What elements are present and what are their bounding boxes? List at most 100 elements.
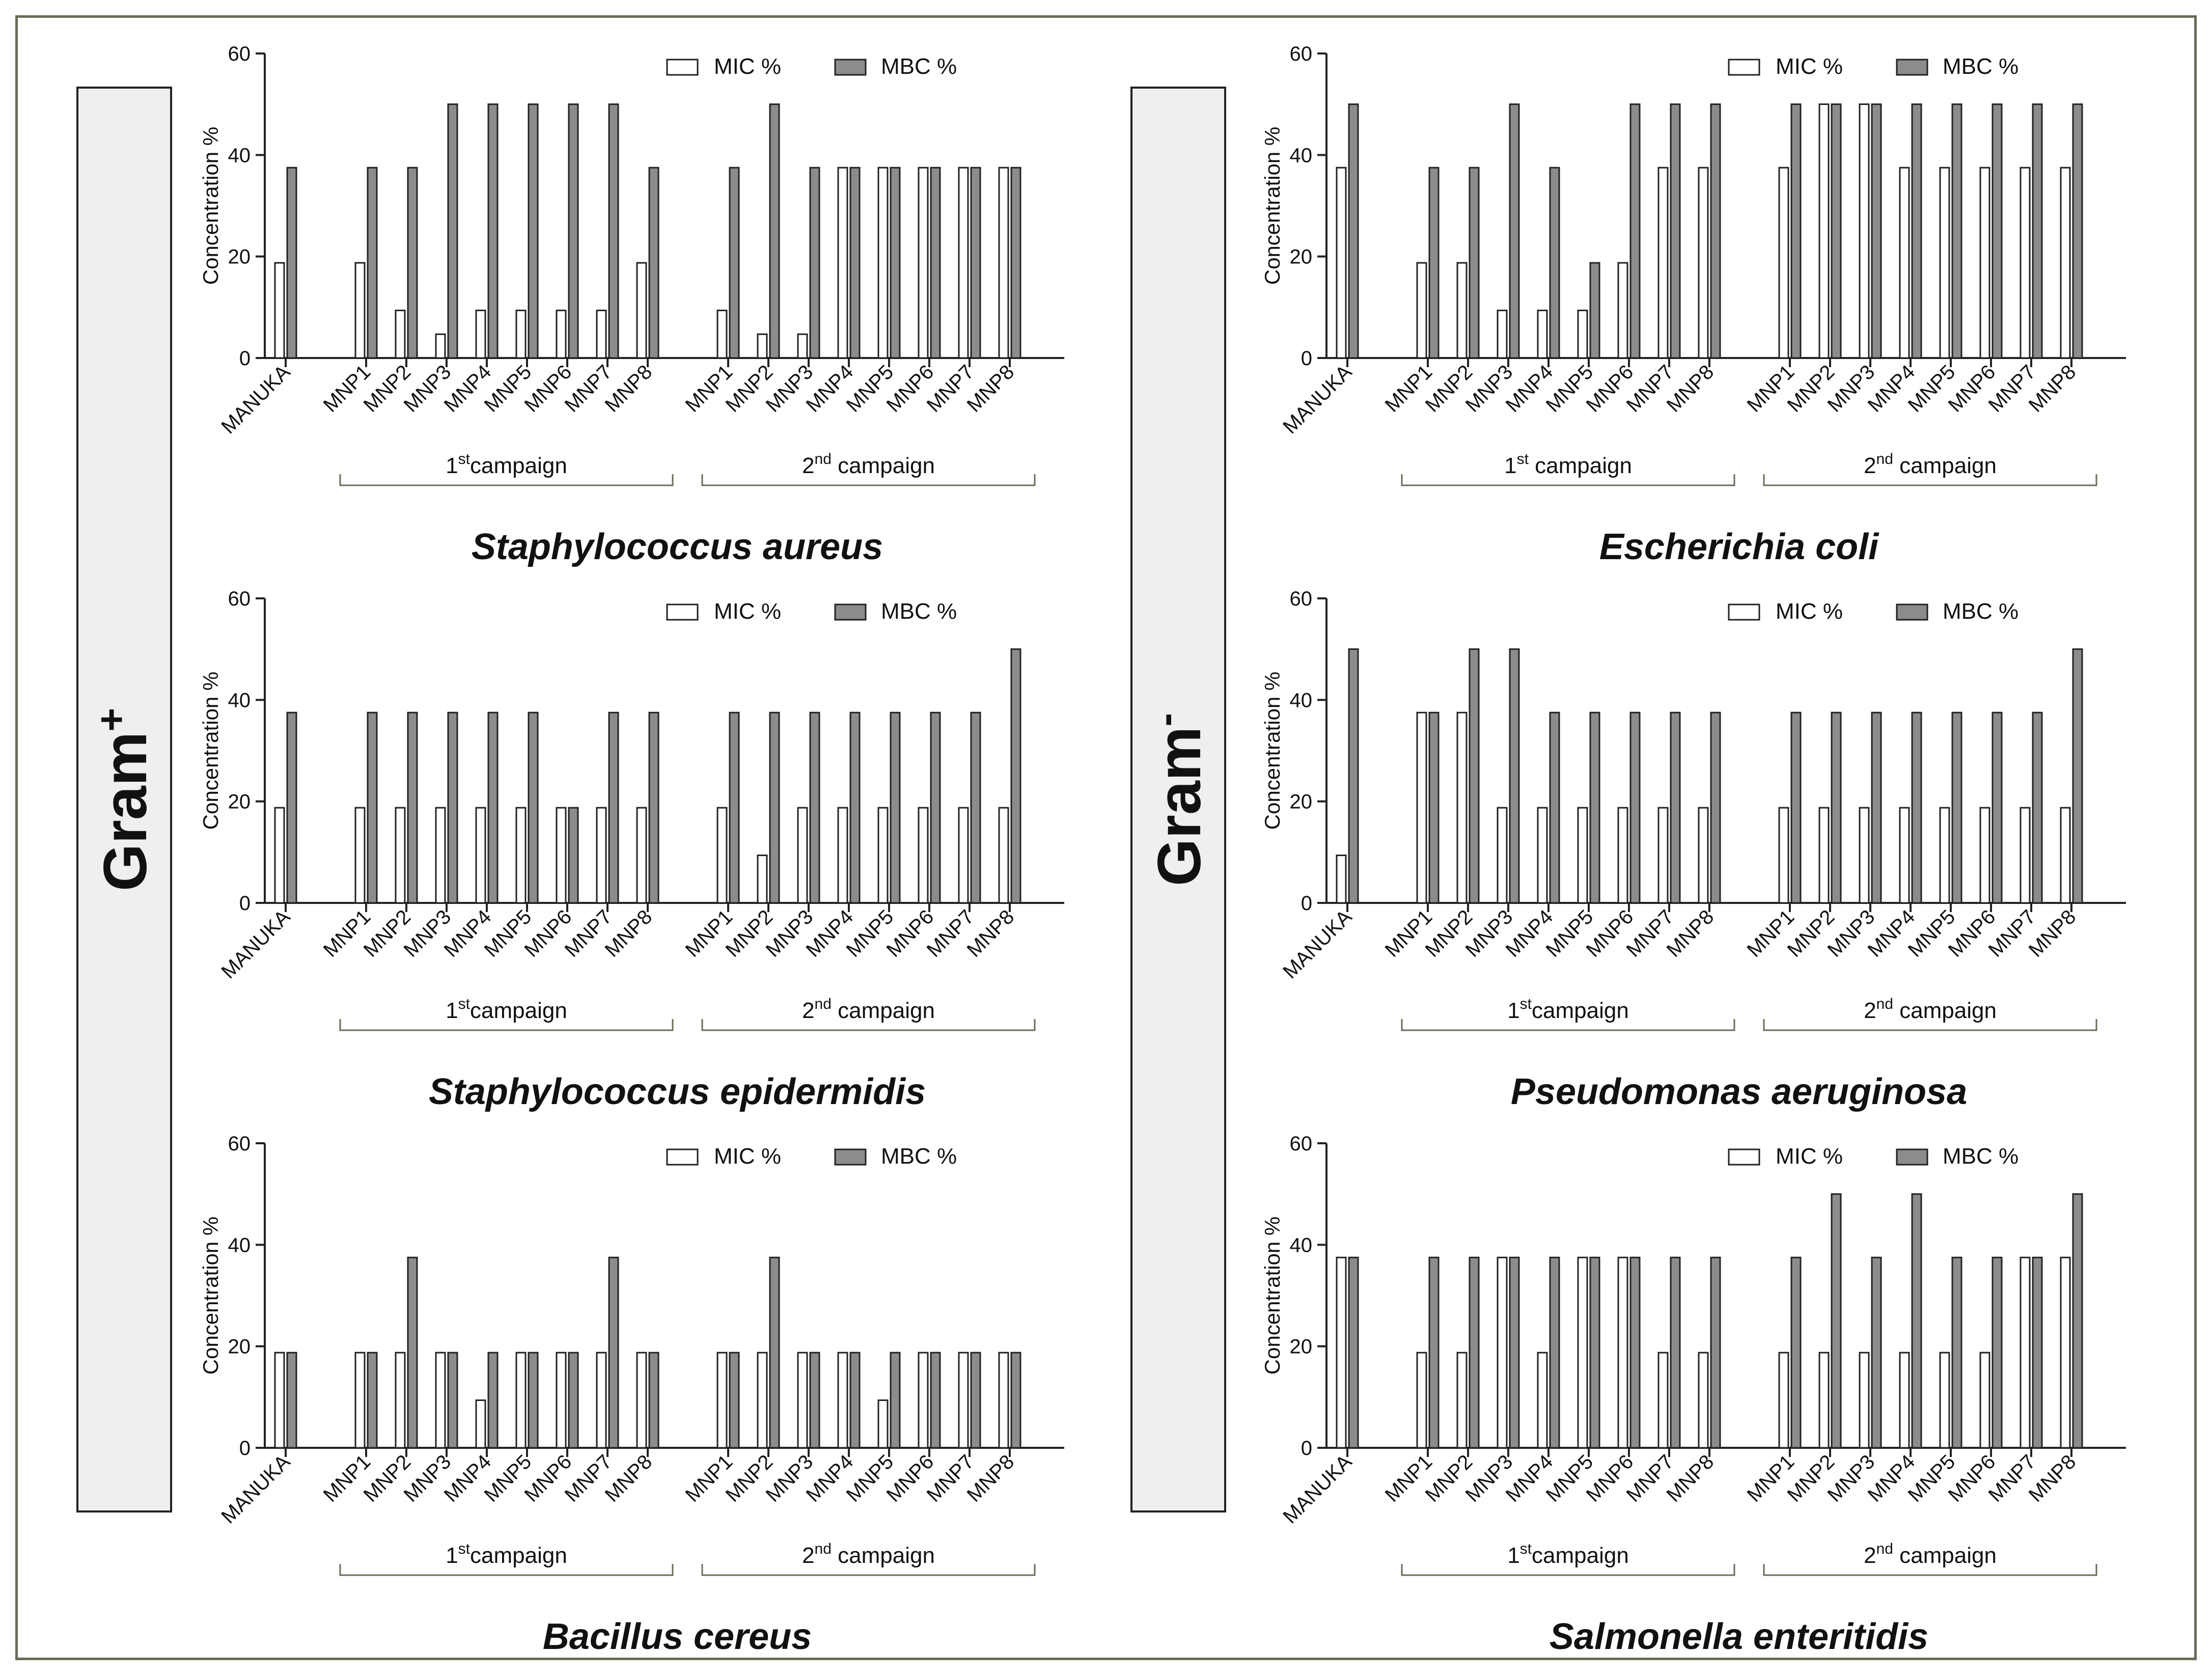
mic-bar <box>877 167 889 359</box>
mic-bar <box>1617 807 1628 904</box>
y-tick-label: 40 <box>1290 689 1313 711</box>
campaign-label: 1stcampaign <box>446 1541 567 1568</box>
y-tick-label: 0 <box>239 892 251 915</box>
y-tick-label: 60 <box>228 588 251 610</box>
campaign-label: 1stcampaign <box>1507 1541 1629 1568</box>
mic-bar <box>837 1352 848 1449</box>
mbc-bar <box>769 711 780 904</box>
mic-bar <box>797 333 808 359</box>
mbc-bar <box>2072 1193 2083 1449</box>
y-axis-label: Concentration % <box>199 127 223 285</box>
mic-bar <box>998 167 1009 359</box>
gram-negative-panel: Gram- <box>1130 87 1226 1512</box>
legend-mic-label: MIC % <box>714 1144 781 1169</box>
campaign-bracket <box>1763 474 2097 486</box>
mbc-bar <box>1509 648 1520 904</box>
legend-mic-swatch <box>1728 1148 1760 1166</box>
mic-bar <box>556 310 567 359</box>
campaign-bracket <box>1763 1564 2097 1576</box>
mic-bar <box>636 262 647 359</box>
mbc-bar <box>729 167 740 359</box>
mic-bar <box>1497 310 1508 359</box>
y-axis-label: Concentration % <box>1260 127 1284 285</box>
legend-mbc-label: MBC % <box>1943 1144 2019 1169</box>
mbc-bar <box>1831 103 1842 359</box>
mic-bar <box>1577 807 1588 904</box>
y-tick-label: 60 <box>1290 43 1313 65</box>
mic-bar <box>1899 1352 1910 1449</box>
mic-bar <box>1497 807 1508 904</box>
mic-bar <box>274 262 285 359</box>
mic-bar <box>1456 1352 1468 1449</box>
mbc-bar <box>528 1352 539 1449</box>
mic-bar <box>1456 262 1468 359</box>
mbc-bar <box>1589 711 1600 904</box>
chart-title: Staphylococcus epidermidis <box>429 1071 926 1112</box>
legend-mic-label: MIC % <box>1776 599 1843 624</box>
y-tick-label: 0 <box>239 347 251 370</box>
mic-bar <box>1657 1352 1669 1449</box>
mic-bar <box>1818 103 1830 359</box>
mbc-bar <box>970 167 981 359</box>
campaign-label: 2nd campaign <box>802 1541 935 1568</box>
mic-bar <box>475 1399 486 1449</box>
legend-mic-swatch <box>1728 603 1760 621</box>
campaign-bracket <box>701 1019 1036 1031</box>
campaign-label: 2nd campaign <box>1864 996 1997 1023</box>
mbc-bar <box>1010 648 1021 904</box>
mbc-bar <box>809 711 820 904</box>
gram-positive-label: Gram+ <box>89 707 159 892</box>
y-tick-label: 40 <box>228 144 251 167</box>
mbc-bar <box>367 1352 378 1449</box>
mic-bar <box>1979 1352 1990 1449</box>
mbc-bar <box>1629 711 1641 904</box>
gram-negative-label: Gram- <box>1143 712 1213 887</box>
mic-bar <box>636 1352 647 1449</box>
mbc-bar <box>1790 1256 1802 1449</box>
mic-bar <box>274 807 285 904</box>
campaign-bracket <box>1401 1019 1735 1031</box>
mbc-bar <box>1710 711 1721 904</box>
campaign-label: 1stcampaign <box>446 996 567 1023</box>
mic-bar <box>2020 167 2031 359</box>
mic-bar <box>1416 711 1427 904</box>
mbc-bar <box>1911 103 1922 359</box>
mic-bar <box>918 807 929 904</box>
legend-mbc-label: MBC % <box>1943 54 2019 79</box>
y-tick-label: 0 <box>239 1437 251 1460</box>
campaign-bracket <box>1401 474 1735 486</box>
mbc-bar <box>1911 1193 1922 1449</box>
chart-title: Staphylococcus aureus <box>472 527 883 567</box>
mbc-bar <box>849 711 861 904</box>
mic-bar <box>1979 807 1990 904</box>
mic-bar <box>797 1352 808 1449</box>
mbc-bar <box>1509 1256 1520 1449</box>
mbc-bar <box>2032 103 2043 359</box>
y-tick-label: 60 <box>228 43 251 65</box>
y-tick-label: 60 <box>1290 1133 1313 1155</box>
mic-bar <box>2020 807 2031 904</box>
mbc-bar <box>1790 103 1802 359</box>
y-tick-label: 40 <box>228 1234 251 1256</box>
mbc-bar <box>286 1352 297 1449</box>
mic-bar <box>435 333 446 359</box>
mbc-bar <box>286 167 297 359</box>
campaign-label: 1st campaign <box>1504 451 1632 478</box>
mbc-bar <box>849 1352 861 1449</box>
mbc-bar <box>2072 103 2083 359</box>
mbc-bar <box>1831 1193 1842 1449</box>
campaign-bracket <box>339 474 674 486</box>
y-tick-label: 20 <box>1290 1336 1313 1358</box>
campaign-bracket <box>1763 1019 2097 1031</box>
mbc-bar <box>407 167 418 359</box>
y-tick-label: 0 <box>1301 892 1312 915</box>
mbc-bar <box>367 711 378 904</box>
mbc-bar <box>1549 1256 1560 1449</box>
legend-mbc-label: MBC % <box>881 599 957 624</box>
mbc-bar <box>890 711 901 904</box>
legend-mic-swatch <box>1728 59 1760 76</box>
mic-bar <box>515 1352 527 1449</box>
mic-bar <box>596 1352 607 1449</box>
mbc-bar <box>930 711 941 904</box>
